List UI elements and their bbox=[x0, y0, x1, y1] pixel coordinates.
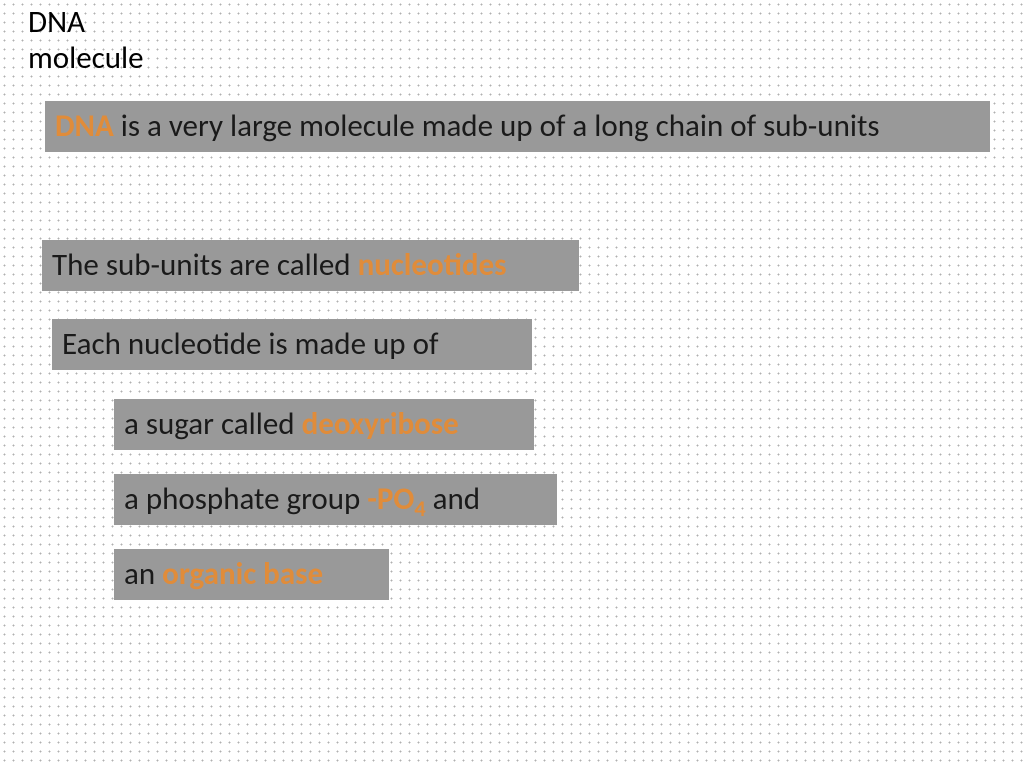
content-box-organic-base: an organic base bbox=[114, 549, 389, 600]
box4-pre: a sugar called bbox=[124, 405, 302, 443]
accent-text-deoxyribose: deoxyribose bbox=[302, 405, 459, 443]
accent-text-nucleotides: nucleotides bbox=[358, 246, 507, 284]
box2-pre: The sub-units are called bbox=[52, 246, 358, 284]
po4-main: -PO bbox=[367, 480, 414, 518]
accent-text-po4: -PO4 bbox=[367, 480, 425, 518]
po4-subscript: 4 bbox=[414, 495, 425, 522]
box1-rest: is a very large molecule made up of a lo… bbox=[114, 107, 880, 145]
accent-text-organic-base: organic base bbox=[162, 555, 323, 593]
title-line-2: molecule bbox=[28, 39, 144, 77]
content-box-dna-intro: DNA is a very large molecule made up of … bbox=[45, 101, 990, 152]
content-box-subunits: The sub-units are called nucleotides bbox=[42, 240, 579, 291]
box5-post: and bbox=[426, 480, 480, 518]
content-box-nucleotide-intro: Each nucleotide is made up of bbox=[52, 319, 532, 370]
content-box-phosphate: a phosphate group -PO4 and bbox=[114, 474, 557, 525]
box6-pre: an bbox=[124, 555, 162, 593]
title-line-1: DNA bbox=[28, 3, 85, 41]
accent-text-dna: DNA bbox=[55, 107, 114, 145]
slide-title: DNA molecule bbox=[28, 5, 144, 76]
content-box-sugar: a sugar called deoxyribose bbox=[114, 399, 534, 450]
box5-pre: a phosphate group bbox=[124, 480, 367, 518]
box3-text: Each nucleotide is made up of bbox=[62, 325, 438, 363]
